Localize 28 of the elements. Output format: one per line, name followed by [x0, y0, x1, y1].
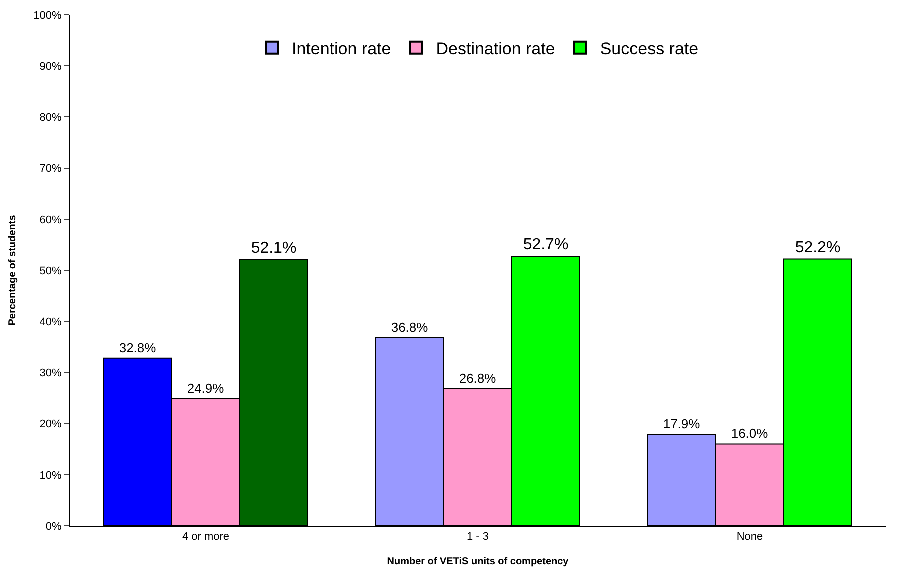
y-tick-label: 60% — [40, 214, 62, 226]
y-tick-label: 90% — [40, 60, 62, 73]
x-tick-label: None — [736, 531, 764, 544]
data-label: 52.2% — [795, 239, 841, 256]
y-tick-label: 100% — [34, 10, 62, 22]
y-tick-label: 20% — [40, 418, 62, 431]
data-label: 52.1% — [251, 240, 297, 257]
legend-label: Intention rate — [292, 40, 392, 59]
y-tick-label: 10% — [40, 470, 62, 482]
data-label: 32.8% — [119, 340, 157, 356]
x-tick-label: 4 or more — [182, 531, 230, 544]
y-axis-title: Percentage of students — [8, 214, 19, 326]
data-label: 26.8% — [459, 371, 497, 386]
y-tick-label: 0% — [46, 520, 62, 533]
data-label: 36.8% — [391, 320, 429, 335]
data-label: 16.0% — [731, 426, 769, 442]
y-tick-label: 70% — [40, 163, 62, 176]
data-label: 52.7% — [523, 236, 569, 254]
x-tick-label: 1 - 3 — [466, 531, 490, 544]
y-tick-label: 40% — [40, 316, 62, 328]
legend-label: Success rate — [600, 40, 699, 59]
data-label: 17.9% — [663, 416, 701, 432]
y-tick-label: 30% — [40, 368, 62, 380]
legend-label: Destination rate — [436, 40, 556, 59]
x-axis-title: Number of VETiS units of competency — [387, 556, 570, 568]
y-tick-label: 80% — [40, 112, 62, 124]
y-tick-label: 50% — [40, 265, 62, 278]
data-label: 24.9% — [187, 380, 225, 396]
